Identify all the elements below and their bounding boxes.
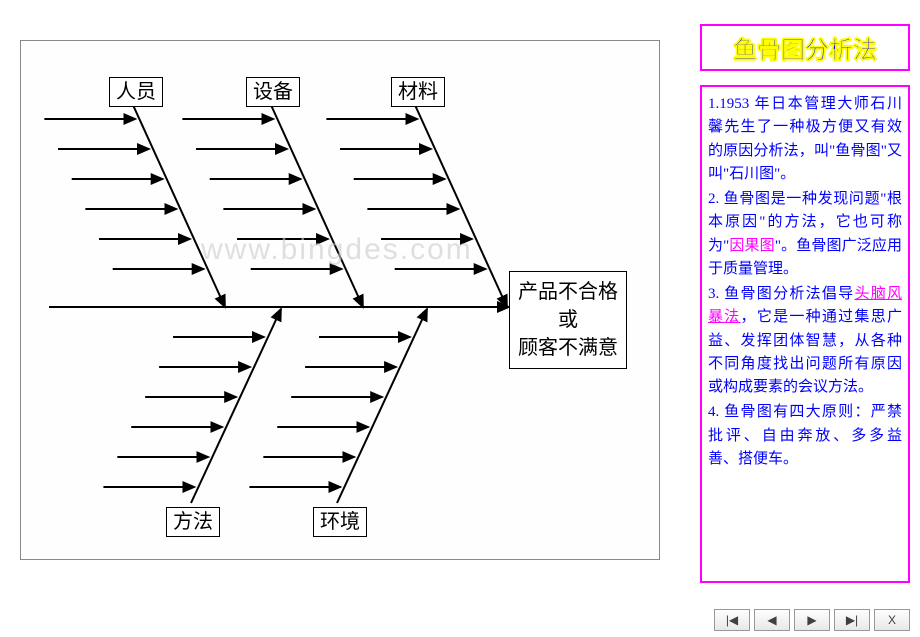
prev-button[interactable]: ◀ [754, 609, 790, 631]
para-1: 1.1953 年日本管理大师石川馨先生了一种极方便又有效的原因分析法，叫"鱼骨图… [708, 93, 902, 186]
category-top-1: 设备 [246, 77, 300, 107]
effect-line3: 顾客不满意 [518, 337, 618, 359]
next-button[interactable]: ▶ [794, 609, 830, 631]
effect-box: 产品不合格 或 顾客不满意 [509, 271, 627, 369]
side-panel: 鱼骨图分析法 1.1953 年日本管理大师石川馨先生了一种极方便又有效的原因分析… [680, 0, 920, 637]
first-button[interactable]: |◀ [714, 609, 750, 631]
close-button[interactable]: X [874, 609, 910, 631]
last-button[interactable]: ▶| [834, 609, 870, 631]
highlight-term-1: 因果图 [729, 238, 775, 254]
para-4: 4. 鱼骨图有四大原则：严禁批评、自由奔放、多多益善、搭便车。 [708, 401, 902, 471]
nav-buttons: |◀ ◀ ▶ ▶| X [714, 609, 910, 631]
effect-line2: 或 [558, 309, 578, 331]
category-bottom-1: 环境 [313, 507, 367, 537]
para-2: 2. 鱼骨图是一种发现问题"根本原因"的方法，它也可称为"因果图"。鱼骨图广泛应… [708, 188, 902, 281]
category-top-2: 材料 [391, 77, 445, 107]
fishbone-frame: www.bingdes.com 人员设备材料方法环境 产品不合格 或 顾客不满意 [20, 40, 660, 560]
sidebar-title: 鱼骨图分析法 [700, 24, 910, 71]
para-3: 3. 鱼骨图分析法倡导头脑风暴法，它是一种通过集思广益、发挥团体智慧，从各种不同… [708, 283, 902, 399]
sidebar-text: 1.1953 年日本管理大师石川馨先生了一种极方便又有效的原因分析法，叫"鱼骨图… [700, 85, 910, 583]
diagram-area: www.bingdes.com 人员设备材料方法环境 产品不合格 或 顾客不满意 [0, 0, 680, 637]
effect-line1: 产品不合格 [518, 281, 618, 303]
category-top-0: 人员 [109, 77, 163, 107]
category-bottom-0: 方法 [166, 507, 220, 537]
